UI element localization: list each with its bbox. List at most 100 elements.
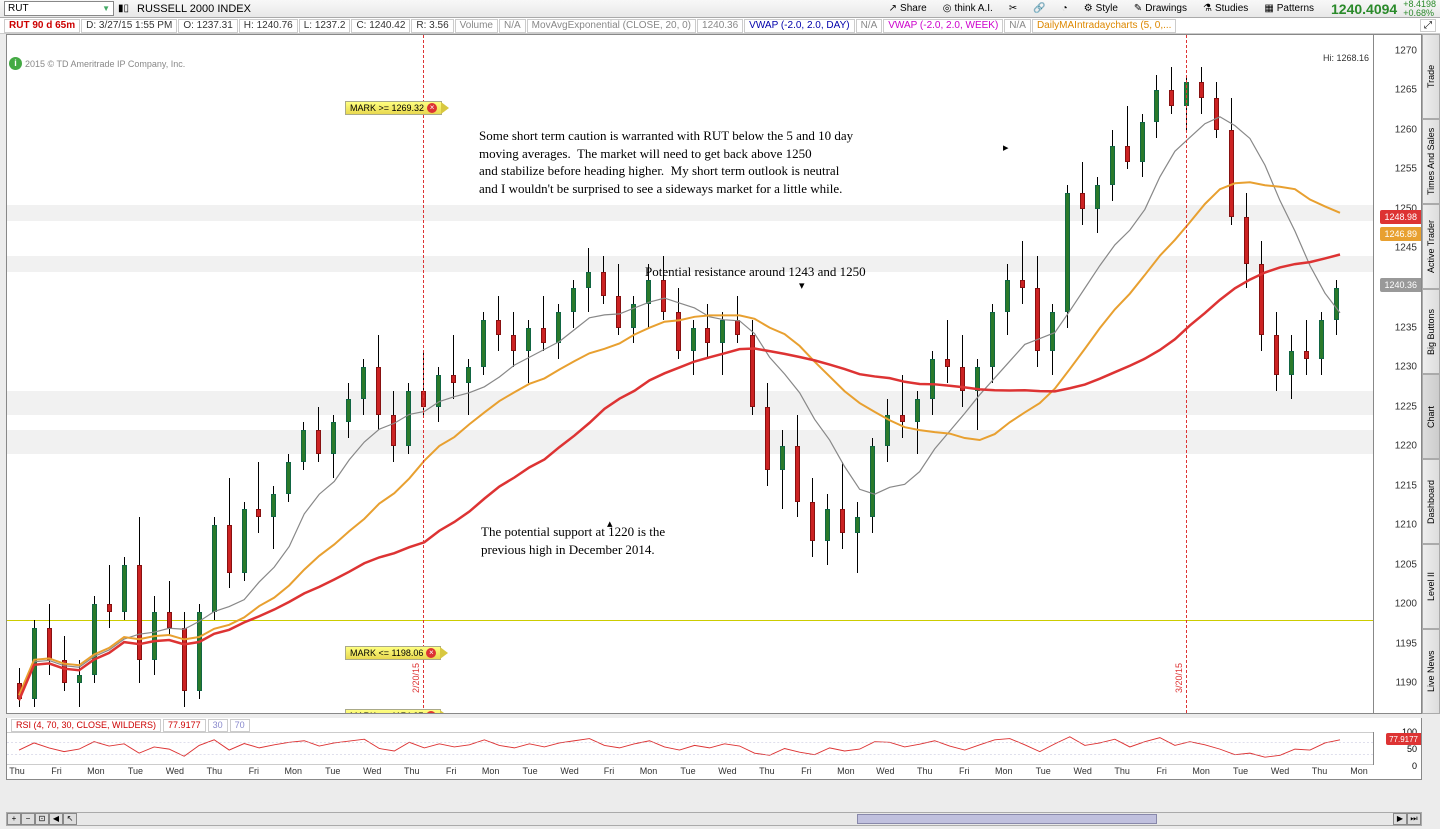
mark-badge[interactable]: MARK <= 1174.37× — [345, 709, 441, 713]
x-tick: Wed — [1271, 766, 1289, 776]
scroll-right-button[interactable]: ▶ — [1393, 813, 1407, 825]
x-tick: Wed — [718, 766, 736, 776]
y-tick: 1205 — [1395, 559, 1417, 570]
info-ema: MovAvgExponential (CLOSE, 20, 0) — [527, 19, 696, 33]
horizontal-line[interactable] — [7, 620, 1373, 621]
x-tick: Thu — [404, 766, 420, 776]
thinkai-button[interactable]: ◎think A.I. — [936, 1, 1000, 16]
annotation-text[interactable]: Potential resistance around 1243 and 125… — [645, 263, 866, 281]
side-tab-dashboard[interactable]: Dashboard — [1422, 459, 1440, 544]
info-bar: RUT 90 d 65m D: 3/27/15 1:55 PM O: 1237.… — [0, 18, 1440, 34]
rsi-hi: 70 — [230, 719, 250, 732]
side-tab-level-ii[interactable]: Level II — [1422, 544, 1440, 629]
share-icon: ↗ — [889, 3, 897, 14]
x-tick: Thu — [9, 766, 25, 776]
side-tab-live-news[interactable]: Live News — [1422, 629, 1440, 714]
side-tab-big-buttons[interactable]: Big Buttons — [1422, 289, 1440, 374]
copyright: 2015 © TD Ameritrade IP Company, Inc. — [25, 59, 185, 69]
side-tab-trade[interactable]: Trade — [1422, 34, 1440, 119]
side-tabs: TradeTimes And SalesActive TraderBig But… — [1422, 34, 1440, 714]
style-button[interactable]: ⚙Style — [1077, 1, 1125, 16]
rsi-plot[interactable] — [7, 732, 1373, 765]
rsi-label[interactable]: RSI (4, 70, 30, CLOSE, WILDERS) — [11, 719, 161, 732]
x-tick: Wed — [363, 766, 381, 776]
vertical-dash[interactable] — [423, 35, 424, 713]
cursor-button[interactable]: ↖ — [63, 813, 77, 825]
info-low: L: 1237.2 — [299, 19, 351, 33]
x-tick: Mon — [482, 766, 500, 776]
y-tick: 1210 — [1395, 520, 1417, 531]
pencil-icon: ✎ — [1134, 3, 1142, 14]
drawings-button[interactable]: ✎Drawings — [1127, 1, 1194, 16]
y-tick: 1255 — [1395, 164, 1417, 175]
y-tick: 1225 — [1395, 401, 1417, 412]
info-na1: N/A — [499, 19, 526, 33]
zoom-fit-button[interactable]: ⊡ — [35, 813, 49, 825]
price-marker: 1240.36 — [1380, 278, 1421, 292]
tool-1-button[interactable]: ✂ — [1002, 1, 1024, 16]
y-tick: 1235 — [1395, 322, 1417, 333]
tool-2-button[interactable]: 🔗 — [1026, 1, 1052, 16]
zoom-out-button[interactable]: − — [21, 813, 35, 825]
rsi-panel: RSI (4, 70, 30, CLOSE, WILDERS) 77.9177 … — [6, 718, 1422, 780]
vertical-label: 2/20/15 — [411, 663, 421, 693]
scroll-end-button[interactable]: ⏭ — [1407, 813, 1421, 825]
annotation-arrow-icon: ▸ — [1003, 141, 1009, 154]
price-change: +8.4198 +0.68% — [1403, 0, 1436, 18]
chart-area[interactable]: i 2015 © TD Ameritrade IP Company, Inc. … — [6, 34, 1422, 714]
price-marker: 1246.89 — [1380, 227, 1421, 241]
hsplit-icon[interactable]: ▮▯ — [118, 3, 129, 14]
expand-icon[interactable]: ⤢ — [1420, 19, 1436, 32]
price-readout: 1240.4094 — [1331, 1, 1397, 17]
side-tab-times-and-sales[interactable]: Times And Sales — [1422, 119, 1440, 204]
x-tick: Tue — [680, 766, 695, 776]
patterns-button[interactable]: ▦Patterns — [1257, 1, 1321, 16]
mark-badge[interactable]: MARK <= 1198.06× — [345, 646, 441, 660]
info-range: R: 3.56 — [411, 19, 453, 33]
y-tick: 1270 — [1395, 45, 1417, 56]
x-tick: Thu — [1312, 766, 1328, 776]
info-high: H: 1240.76 — [239, 19, 298, 33]
x-tick: Tue — [325, 766, 340, 776]
zoom-in-button[interactable]: + — [7, 813, 21, 825]
scroll-left-button[interactable]: ◀ — [49, 813, 63, 825]
info-ema-val: 1240.36 — [697, 19, 743, 33]
x-tick: Mon — [1192, 766, 1210, 776]
x-tick: Fri — [249, 766, 260, 776]
y-tick: 1230 — [1395, 362, 1417, 373]
annotation-text[interactable]: The potential support at 1220 is the pre… — [481, 523, 665, 558]
mark-badge[interactable]: MARK >= 1269.32× — [345, 101, 442, 115]
info-symbol[interactable]: RUT 90 d 65m — [9, 20, 75, 31]
rsi-ytick: 50 — [1407, 744, 1417, 754]
tool-3-button[interactable]: ◔ — [1055, 1, 1075, 16]
side-tab-chart[interactable]: Chart — [1422, 374, 1440, 459]
x-tick: Fri — [1156, 766, 1167, 776]
info-date: D: 3/27/15 1:55 PM — [81, 19, 177, 33]
y-axis: 1190119512001205121012151220122512301235… — [1373, 35, 1421, 713]
top-toolbar: RUT ▼ ▮▯ RUSSELL 2000 INDEX ↗Share ◎thin… — [0, 0, 1440, 18]
side-tab-active-trader[interactable]: Active Trader — [1422, 204, 1440, 289]
rsi-value: 77.9177 — [163, 719, 206, 732]
dropdown-icon: ▼ — [102, 4, 110, 13]
flask-icon: ⚗ — [1203, 3, 1212, 14]
info-na3: N/A — [1004, 19, 1031, 33]
close-icon[interactable]: × — [426, 711, 436, 713]
close-icon[interactable]: × — [426, 648, 436, 658]
info-icon[interactable]: i — [9, 57, 22, 70]
symbol-input[interactable]: RUT ▼ — [4, 1, 114, 16]
x-tick: Tue — [1233, 766, 1248, 776]
close-icon[interactable]: × — [427, 103, 437, 113]
y-tick: 1190 — [1395, 678, 1417, 689]
share-button[interactable]: ↗Share — [882, 1, 934, 16]
y-tick: 1260 — [1395, 124, 1417, 135]
y-tick: 1195 — [1395, 638, 1417, 649]
scroll-bar[interactable]: + − ⊡ ◀ ↖ ▶ ⏭ — [6, 812, 1422, 826]
studies-button[interactable]: ⚗Studies — [1196, 1, 1255, 16]
sr-zone — [7, 430, 1373, 454]
scroll-thumb[interactable] — [857, 814, 1157, 824]
annotation-text[interactable]: Some short term caution is warranted wit… — [479, 127, 853, 197]
chart-plot[interactable]: i 2015 © TD Ameritrade IP Company, Inc. … — [7, 35, 1373, 713]
x-tick: Tue — [1036, 766, 1051, 776]
vertical-dash[interactable] — [1186, 35, 1187, 713]
annotation-arrow-icon: ▾ — [799, 279, 805, 292]
